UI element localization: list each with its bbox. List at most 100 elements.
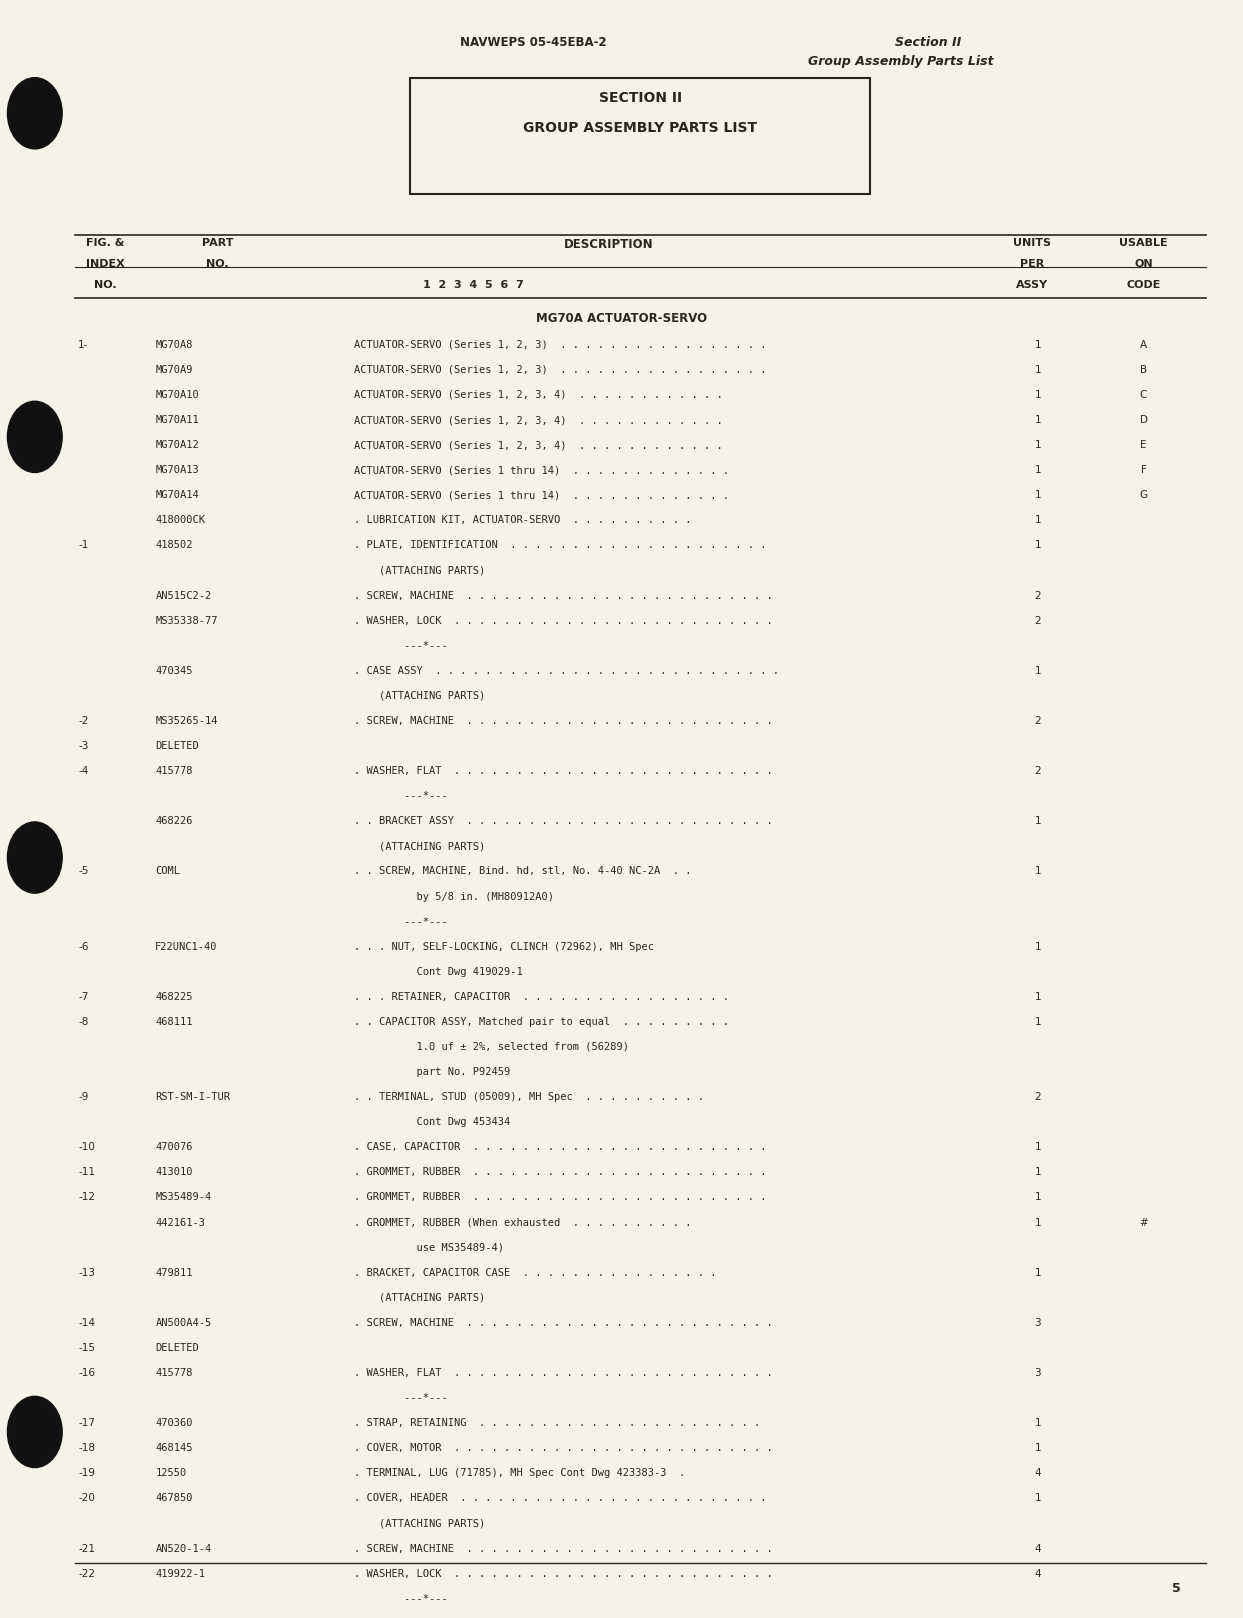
Text: -5: -5 bbox=[78, 866, 88, 877]
Text: 12550: 12550 bbox=[155, 1468, 186, 1479]
Text: . . . NUT, SELF-LOCKING, CLINCH (72962), MH Spec: . . . NUT, SELF-LOCKING, CLINCH (72962),… bbox=[354, 942, 654, 951]
Text: 418000CK: 418000CK bbox=[155, 515, 205, 526]
Text: SECTION II: SECTION II bbox=[599, 91, 681, 105]
Text: 1: 1 bbox=[1034, 414, 1042, 426]
Text: -11: -11 bbox=[78, 1167, 96, 1178]
Text: ASSY: ASSY bbox=[1016, 280, 1048, 290]
Text: 1: 1 bbox=[1034, 540, 1042, 550]
Text: 419922-1: 419922-1 bbox=[155, 1568, 205, 1579]
Text: NO.: NO. bbox=[206, 259, 229, 269]
Text: . . TERMINAL, STUD (05009), MH Spec  . . . . . . . . . .: . . TERMINAL, STUD (05009), MH Spec . . … bbox=[354, 1092, 705, 1102]
Circle shape bbox=[7, 401, 62, 472]
Text: 1-: 1- bbox=[78, 340, 88, 349]
Text: (ATTACHING PARTS): (ATTACHING PARTS) bbox=[354, 1518, 486, 1529]
Text: -21: -21 bbox=[78, 1544, 96, 1553]
Text: D: D bbox=[1140, 414, 1147, 426]
Text: C: C bbox=[1140, 390, 1147, 400]
Text: Group Assembly Parts List: Group Assembly Parts List bbox=[808, 55, 993, 68]
Text: AN500A4-5: AN500A4-5 bbox=[155, 1317, 211, 1328]
Text: 1  2  3  4  5  6  7: 1 2 3 4 5 6 7 bbox=[423, 280, 523, 290]
Text: GROUP ASSEMBLY PARTS LIST: GROUP ASSEMBLY PARTS LIST bbox=[523, 121, 757, 136]
Text: 1: 1 bbox=[1034, 665, 1042, 676]
Text: . COVER, HEADER  . . . . . . . . . . . . . . . . . . . . . . . . .: . COVER, HEADER . . . . . . . . . . . . … bbox=[354, 1493, 767, 1503]
Text: -8: -8 bbox=[78, 1016, 88, 1027]
Circle shape bbox=[7, 1396, 62, 1468]
Text: UNITS: UNITS bbox=[1013, 238, 1050, 248]
Text: -12: -12 bbox=[78, 1192, 96, 1202]
Text: #: # bbox=[1139, 1217, 1149, 1228]
Text: Cont Dwg 419029-1: Cont Dwg 419029-1 bbox=[354, 966, 523, 977]
Text: 1: 1 bbox=[1034, 942, 1042, 951]
Text: 413010: 413010 bbox=[155, 1167, 193, 1178]
Text: -16: -16 bbox=[78, 1367, 96, 1379]
Text: 467850: 467850 bbox=[155, 1493, 193, 1503]
Text: 418502: 418502 bbox=[155, 540, 193, 550]
Text: -14: -14 bbox=[78, 1317, 96, 1328]
Text: . . CAPACITOR ASSY, Matched pair to equal  . . . . . . . . .: . . CAPACITOR ASSY, Matched pair to equa… bbox=[354, 1016, 730, 1027]
Text: INDEX: INDEX bbox=[86, 259, 126, 269]
Text: 1: 1 bbox=[1034, 815, 1042, 827]
Text: 1: 1 bbox=[1034, 515, 1042, 526]
Text: A: A bbox=[1140, 340, 1147, 349]
Text: 468226: 468226 bbox=[155, 815, 193, 827]
Text: COML: COML bbox=[155, 866, 180, 877]
Text: 470360: 470360 bbox=[155, 1417, 193, 1429]
Text: . TERMINAL, LUG (71785), MH Spec Cont Dwg 423383-3  .: . TERMINAL, LUG (71785), MH Spec Cont Dw… bbox=[354, 1468, 685, 1479]
Text: PER: PER bbox=[1019, 259, 1044, 269]
Text: 415778: 415778 bbox=[155, 1367, 193, 1379]
Text: 1: 1 bbox=[1034, 1142, 1042, 1152]
Text: ACTUATOR-SERVO (Series 1, 2, 3, 4)  . . . . . . . . . . . .: ACTUATOR-SERVO (Series 1, 2, 3, 4) . . .… bbox=[354, 390, 723, 400]
Text: ---*---: ---*--- bbox=[354, 916, 447, 927]
Text: 3: 3 bbox=[1034, 1317, 1042, 1328]
Text: 1: 1 bbox=[1034, 1217, 1042, 1228]
Text: ACTUATOR-SERVO (Series 1, 2, 3, 4)  . . . . . . . . . . . .: ACTUATOR-SERVO (Series 1, 2, 3, 4) . . .… bbox=[354, 414, 723, 426]
Text: . CASE, CAPACITOR  . . . . . . . . . . . . . . . . . . . . . . . .: . CASE, CAPACITOR . . . . . . . . . . . … bbox=[354, 1142, 767, 1152]
Text: 470076: 470076 bbox=[155, 1142, 193, 1152]
Text: 1: 1 bbox=[1034, 440, 1042, 450]
Text: 2: 2 bbox=[1034, 615, 1042, 626]
Text: ---*---: ---*--- bbox=[354, 1393, 447, 1403]
Text: -10: -10 bbox=[78, 1142, 96, 1152]
Text: 1: 1 bbox=[1034, 1167, 1042, 1178]
FancyBboxPatch shape bbox=[410, 78, 870, 194]
Text: -17: -17 bbox=[78, 1417, 96, 1429]
Text: MG70A12: MG70A12 bbox=[155, 440, 199, 450]
Text: G: G bbox=[1140, 490, 1147, 500]
Text: ---*---: ---*--- bbox=[354, 1594, 447, 1603]
Text: . SCREW, MACHINE  . . . . . . . . . . . . . . . . . . . . . . . . .: . SCREW, MACHINE . . . . . . . . . . . .… bbox=[354, 1317, 773, 1328]
Text: 1: 1 bbox=[1034, 490, 1042, 500]
Text: 2: 2 bbox=[1034, 591, 1042, 600]
Text: ACTUATOR-SERVO (Series 1 thru 14)  . . . . . . . . . . . . .: ACTUATOR-SERVO (Series 1 thru 14) . . . … bbox=[354, 464, 730, 476]
Text: . GROMMET, RUBBER (When exhausted  . . . . . . . . . .: . GROMMET, RUBBER (When exhausted . . . … bbox=[354, 1217, 692, 1228]
Text: 1: 1 bbox=[1034, 340, 1042, 349]
Text: MG70A14: MG70A14 bbox=[155, 490, 199, 500]
Text: -22: -22 bbox=[78, 1568, 96, 1579]
Text: Section II: Section II bbox=[895, 36, 961, 49]
Text: CODE: CODE bbox=[1126, 280, 1161, 290]
Text: F: F bbox=[1141, 464, 1146, 476]
Text: ON: ON bbox=[1135, 259, 1152, 269]
Text: 1: 1 bbox=[1034, 1016, 1042, 1027]
Text: DELETED: DELETED bbox=[155, 1343, 199, 1353]
Text: -7: -7 bbox=[78, 992, 88, 1002]
Text: 2: 2 bbox=[1034, 715, 1042, 726]
Text: use MS35489-4): use MS35489-4) bbox=[354, 1243, 505, 1252]
Text: by 5/8 in. (MH80912A0): by 5/8 in. (MH80912A0) bbox=[354, 892, 554, 901]
Text: . BRACKET, CAPACITOR CASE  . . . . . . . . . . . . . . . .: . BRACKET, CAPACITOR CASE . . . . . . . … bbox=[354, 1267, 717, 1278]
Text: MG70A11: MG70A11 bbox=[155, 414, 199, 426]
Text: . . BRACKET ASSY  . . . . . . . . . . . . . . . . . . . . . . . . .: . . BRACKET ASSY . . . . . . . . . . . .… bbox=[354, 815, 773, 827]
Circle shape bbox=[7, 822, 62, 893]
Text: . STRAP, RETAINING  . . . . . . . . . . . . . . . . . . . . . . .: . STRAP, RETAINING . . . . . . . . . . .… bbox=[354, 1417, 761, 1429]
Text: . WASHER, LOCK  . . . . . . . . . . . . . . . . . . . . . . . . . .: . WASHER, LOCK . . . . . . . . . . . . .… bbox=[354, 1568, 773, 1579]
Text: 1: 1 bbox=[1034, 390, 1042, 400]
Text: . WASHER, FLAT  . . . . . . . . . . . . . . . . . . . . . . . . . .: . WASHER, FLAT . . . . . . . . . . . . .… bbox=[354, 765, 773, 777]
Text: DESCRIPTION: DESCRIPTION bbox=[564, 238, 654, 251]
Text: MG70A8: MG70A8 bbox=[155, 340, 193, 349]
Text: -13: -13 bbox=[78, 1267, 96, 1278]
Text: 415778: 415778 bbox=[155, 765, 193, 777]
Text: -20: -20 bbox=[78, 1493, 96, 1503]
Text: 479811: 479811 bbox=[155, 1267, 193, 1278]
Text: part No. P92459: part No. P92459 bbox=[354, 1066, 511, 1078]
Text: 468145: 468145 bbox=[155, 1443, 193, 1453]
Text: USABLE: USABLE bbox=[1119, 238, 1168, 248]
